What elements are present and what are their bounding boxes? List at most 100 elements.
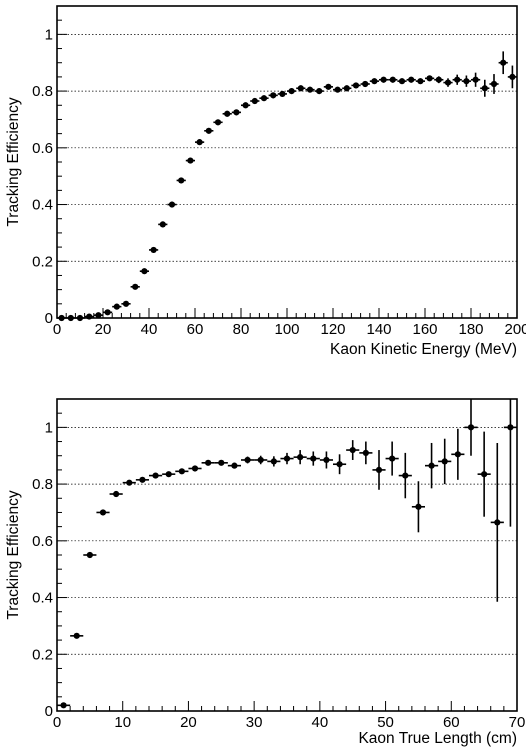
marker	[244, 456, 251, 464]
marker	[152, 472, 159, 479]
marker	[398, 78, 406, 85]
marker	[316, 87, 323, 95]
data-point	[507, 65, 517, 89]
x-tick-label: 70	[509, 714, 526, 731]
marker	[187, 157, 194, 164]
marker	[99, 509, 107, 516]
x-tick-label: 50	[377, 714, 394, 731]
data-point	[319, 451, 333, 469]
data-point	[204, 127, 214, 134]
marker	[444, 79, 452, 86]
marker	[417, 78, 424, 85]
data-point	[241, 456, 255, 464]
marker	[389, 455, 396, 462]
data-point	[214, 459, 228, 466]
data-point	[130, 283, 140, 290]
y-tick-label: 0.6	[32, 533, 53, 550]
x-tick-label: 140	[366, 321, 391, 338]
marker	[283, 455, 291, 462]
marker	[86, 551, 93, 559]
y-tick-label: 1	[45, 26, 53, 43]
marker	[343, 85, 350, 92]
marker	[196, 139, 203, 146]
data-point	[93, 312, 103, 319]
x-tick-label: 0	[53, 714, 61, 731]
plot-frame	[56, 398, 518, 712]
marker	[257, 456, 264, 464]
data-point	[489, 74, 499, 94]
data-point	[149, 472, 163, 479]
x-tick-label: 160	[412, 321, 437, 338]
marker	[139, 476, 146, 483]
y-tick-label: 0.2	[32, 646, 53, 663]
marker	[178, 177, 185, 184]
data-point	[471, 72, 481, 87]
marker	[389, 76, 396, 83]
marker	[306, 86, 314, 93]
data-point	[149, 246, 159, 254]
data-point	[415, 78, 425, 85]
marker	[481, 85, 488, 92]
marker	[500, 59, 507, 66]
marker	[297, 454, 304, 461]
data-point	[425, 75, 435, 82]
data-point	[388, 76, 398, 83]
data-point	[438, 438, 452, 485]
marker	[132, 283, 139, 290]
marker	[60, 702, 67, 709]
x-axis-label: Kaon Kinetic Energy (MeV)	[330, 341, 517, 358]
data-point	[195, 139, 205, 146]
data-point	[254, 455, 268, 465]
data-point	[96, 509, 110, 516]
marker	[454, 76, 461, 83]
marker	[260, 95, 268, 102]
data-point	[259, 95, 269, 102]
y-axis-label: Tracking Efficiency	[5, 490, 22, 619]
marker	[467, 424, 475, 431]
marker	[113, 490, 120, 498]
marker	[494, 519, 501, 526]
data-point	[222, 110, 232, 117]
x-axis-label: Kaon True Length (cm)	[358, 730, 517, 747]
data-point	[434, 76, 444, 84]
marker	[507, 424, 514, 431]
marker	[270, 92, 277, 99]
data-point	[112, 303, 122, 310]
data-point	[135, 476, 149, 483]
data-point	[167, 201, 177, 208]
marker	[122, 300, 130, 307]
data-point	[231, 109, 241, 116]
data-point	[227, 462, 241, 469]
marker	[323, 456, 330, 464]
data-point	[122, 479, 136, 486]
y-axis-label: Tracking Efficiency	[5, 97, 22, 226]
marker	[402, 472, 409, 479]
marker	[205, 459, 212, 466]
marker	[415, 503, 422, 510]
data-point	[268, 92, 278, 99]
marker	[490, 80, 498, 88]
data-point	[498, 51, 508, 75]
data-point	[443, 78, 453, 87]
data-point	[109, 490, 123, 498]
data-point	[397, 78, 407, 85]
marker	[463, 78, 470, 85]
y-tick-label: 1	[45, 419, 53, 436]
data-point	[369, 78, 379, 85]
marker	[73, 632, 80, 639]
marker	[218, 459, 225, 466]
marker	[426, 75, 433, 82]
data-point	[158, 221, 168, 228]
data-point	[139, 268, 149, 275]
marker	[509, 73, 516, 81]
x-tick-label: 40	[141, 321, 158, 338]
marker	[297, 85, 304, 92]
data-point	[280, 452, 294, 465]
data-point	[293, 450, 307, 465]
x-tick-label: 80	[233, 321, 250, 338]
data-point	[162, 471, 176, 478]
data-point	[503, 399, 517, 527]
x-tick-label: 20	[180, 714, 197, 731]
marker	[362, 80, 369, 88]
y-tick-label: 0.8	[32, 476, 53, 493]
